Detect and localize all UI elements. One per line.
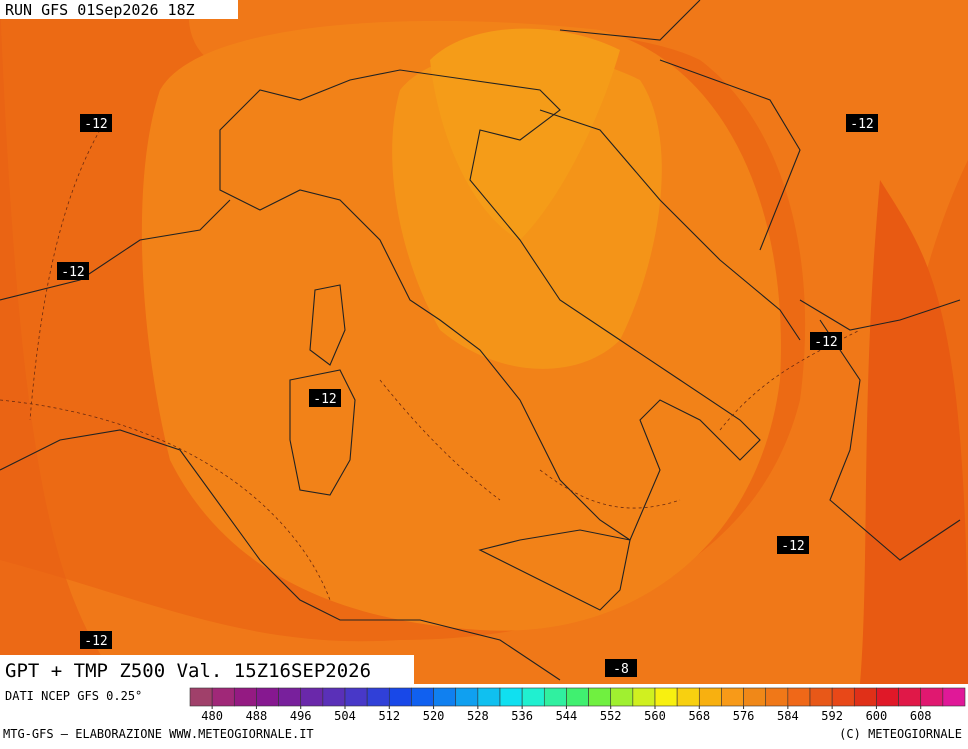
colorbar-label: 512: [378, 709, 400, 723]
colorbar-label: 536: [511, 709, 533, 723]
colorbar-label: 544: [556, 709, 578, 723]
colorbar-swatch: [366, 687, 390, 707]
colorbar-label: 608: [910, 709, 932, 723]
map-title: GPT + TMP Z500 Val. 15Z16SEP2026: [5, 660, 371, 682]
colorbar-swatch: [809, 687, 833, 707]
colorbar-swatch: [233, 687, 257, 707]
colorbar-swatch: [189, 687, 213, 707]
colorbar-label: 576: [733, 709, 755, 723]
contour-label: -8: [613, 662, 629, 677]
colorbar-swatch: [898, 687, 922, 707]
contour-label-box: [777, 536, 809, 554]
colorbar-swatch: [610, 687, 634, 707]
colorbar-swatch: [499, 687, 523, 707]
source: DATI NCEP GFS 0.25°: [5, 689, 142, 703]
colorbar-swatch: [433, 687, 457, 707]
colorbar-label: 496: [290, 709, 312, 723]
colorbar-swatch: [676, 687, 700, 707]
colorbar-swatch: [920, 687, 944, 707]
colorbar-swatch: [455, 687, 479, 707]
contour-label: -12: [781, 539, 804, 554]
title-box: [0, 655, 414, 684]
colorbar-label: 480: [201, 709, 223, 723]
colorbar-swatch: [588, 687, 612, 707]
run-label: RUN GFS 01Sep2026 18Z: [5, 1, 195, 19]
colorbar-label: 552: [600, 709, 622, 723]
colorbar-swatch: [566, 687, 589, 707]
contour-label: -12: [84, 634, 107, 649]
colorbar-swatch: [256, 687, 279, 707]
colorbar-label: 592: [821, 709, 843, 723]
credit-left: MTG-GFS — ELABORAZIONE WWW.METEOGIORNALE…: [3, 727, 314, 741]
colorbar: 480 488 496 504 512 520 528 536 544 552 560 568 576 5…: [189, 687, 966, 723]
colorbar-label: 488: [246, 709, 268, 723]
colorbar-swatch: [632, 687, 656, 707]
colorbar-swatch: [411, 687, 434, 707]
colorbar-swatch: [787, 687, 811, 707]
colorbar-swatch: [765, 687, 789, 707]
colorbar-label: 584: [777, 709, 799, 723]
contour-label-box: [80, 631, 112, 649]
contour-label: -12: [313, 392, 336, 407]
colorbar-swatch: [543, 687, 567, 707]
colorbar-swatch: [942, 687, 966, 707]
colorbar-swatch: [698, 687, 722, 707]
colorbar-label: 568: [688, 709, 710, 723]
colorbar-swatch: [853, 687, 877, 707]
colorbar-label: 560: [644, 709, 666, 723]
contour-label: -12: [814, 335, 837, 350]
colorbar-swatch: [300, 687, 324, 707]
colorbar-label: 528: [467, 709, 489, 723]
colorbar-label: 600: [866, 709, 888, 723]
colorbar-swatch: [388, 687, 412, 707]
colorbar-swatch: [654, 687, 678, 707]
colorbar-label: 520: [423, 709, 445, 723]
contour-label: -12: [84, 117, 107, 132]
colorbar-swatch: [876, 687, 899, 707]
contour-label-box: [80, 114, 112, 132]
contour-label-box: [57, 262, 89, 280]
colorbar-swatch: [743, 687, 767, 707]
contour-label: -12: [61, 265, 84, 280]
colorbar-swatch: [344, 687, 368, 707]
contour-label-box: [309, 389, 341, 407]
map: [0, 0, 968, 684]
contour-label: -12: [850, 117, 873, 132]
contour-label-box: [605, 659, 637, 677]
colorbar-swatch: [477, 687, 501, 707]
contour-label-box: [846, 114, 878, 132]
colorbar-swatch: [831, 687, 855, 707]
contour-labels: -12 -12 -12 -12 -12 -12 -12 -8: [57, 114, 878, 677]
colorbar-swatch: [521, 687, 545, 707]
colorbar-swatch: [322, 687, 346, 707]
credit-right: (C) METEOGIORNALE: [839, 727, 962, 741]
run-box: [0, 0, 238, 19]
colorbar-swatch: [721, 687, 744, 707]
colorbar-swatch: [278, 687, 302, 707]
colorbar-swatch: [211, 687, 235, 707]
colorbar-label: 504: [334, 709, 356, 723]
contour-label-box: [810, 332, 842, 350]
